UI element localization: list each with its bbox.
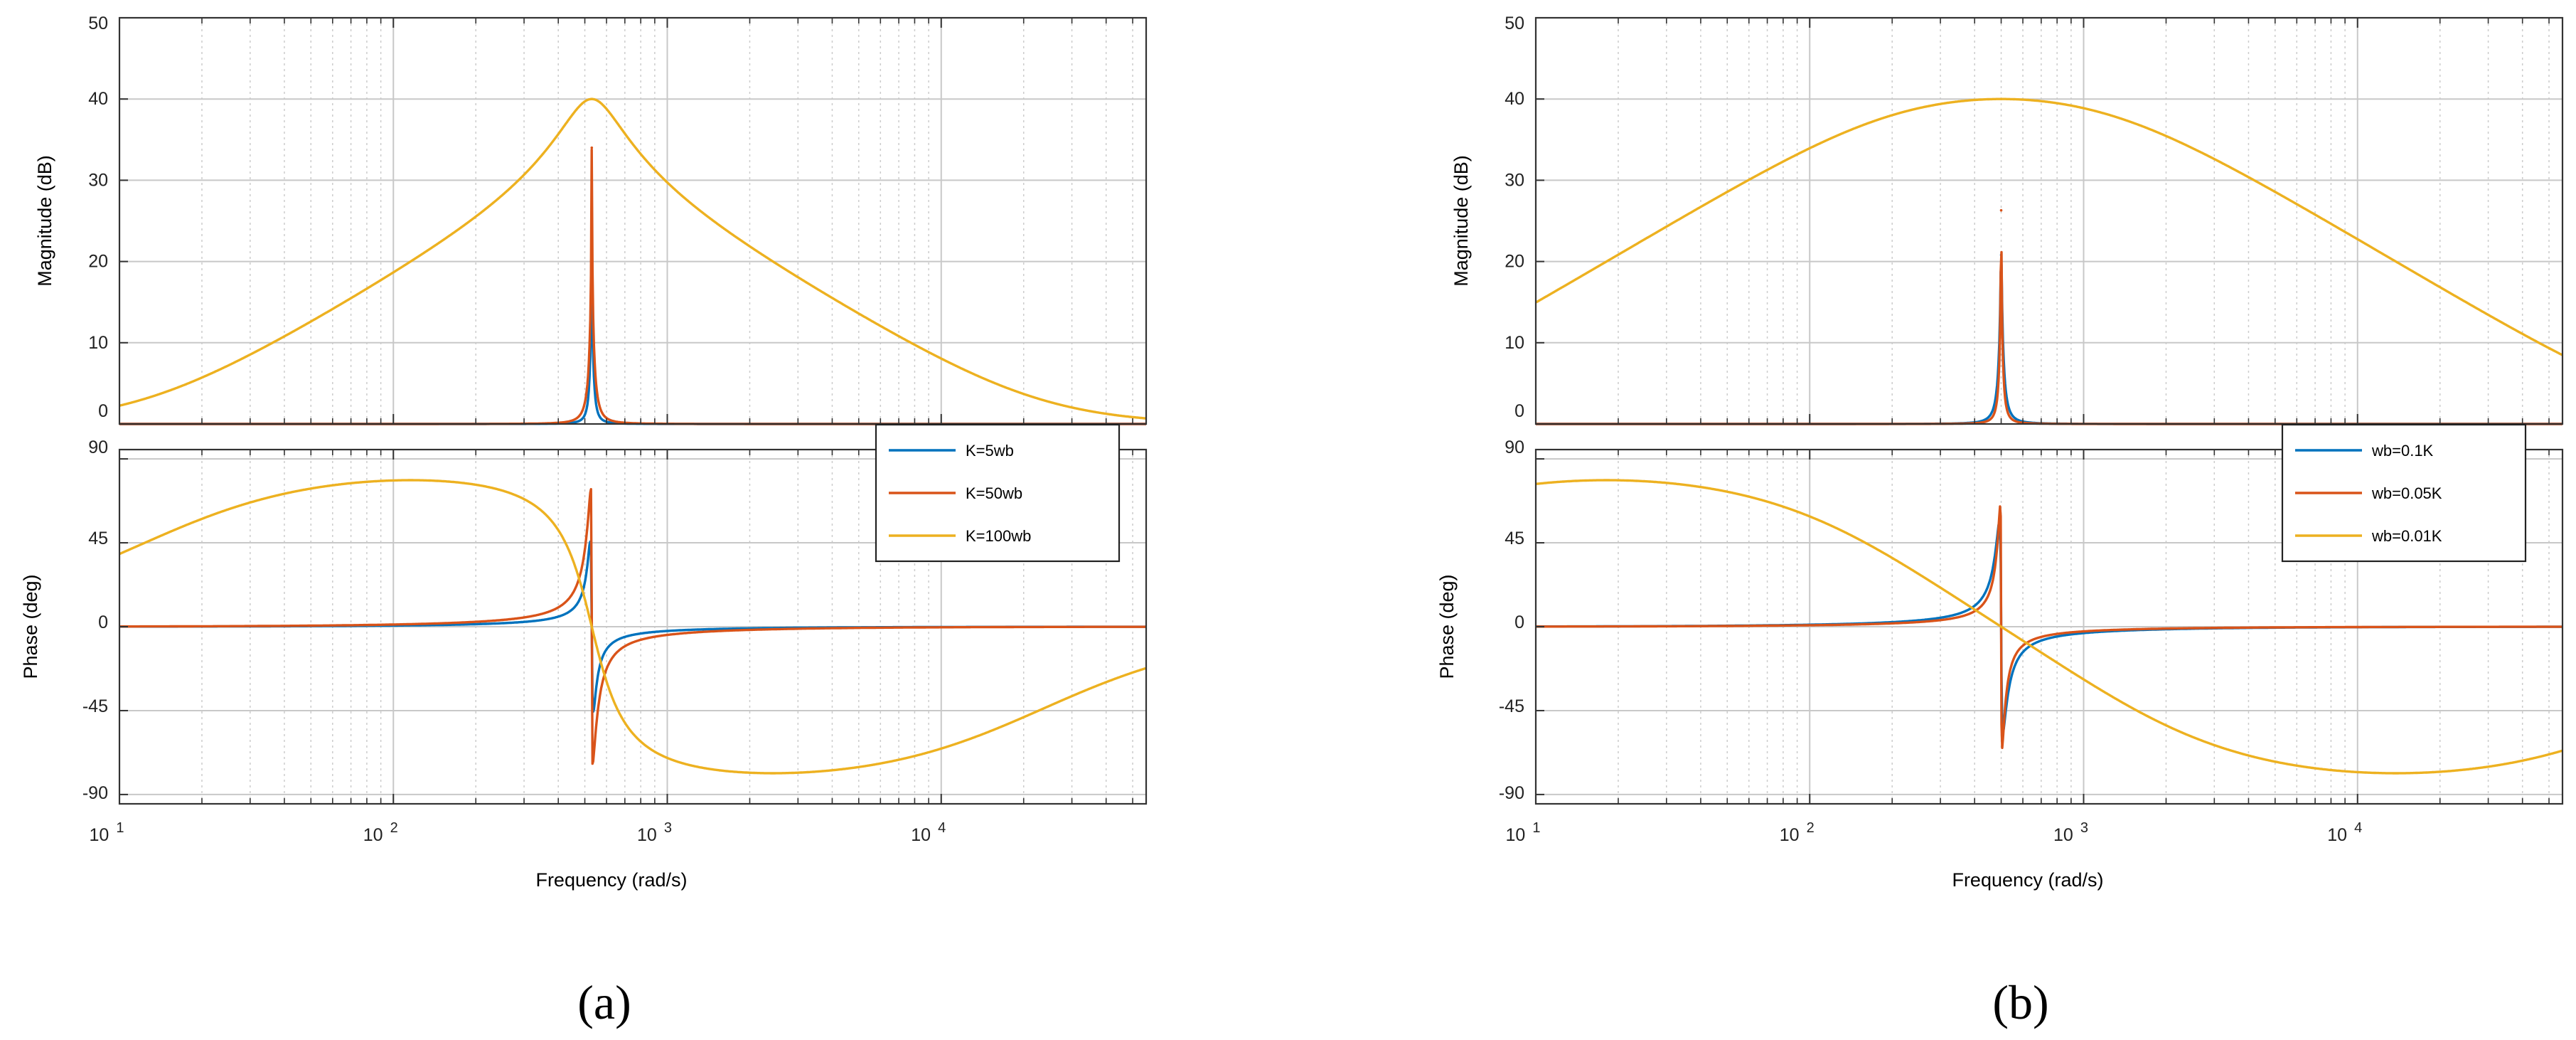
peak-marker-K=50wb (590, 146, 594, 149)
magnitude-y-tick-label: 20 (88, 252, 108, 272)
legend-label: wb=0.1K (2371, 442, 2434, 460)
magnitude-y-tick-label: 40 (88, 89, 108, 109)
legend-label: K=50wb (966, 484, 1022, 502)
panel-a: 0 10 20 30 40 50 90 45 0 -45 -90 Magnitude (dB) Phas… (20, 14, 1148, 1029)
magnitude-frame (118, 16, 1148, 425)
x-tick-label: 10 4 (911, 820, 946, 845)
phase-line-wb=0.01K (1535, 479, 2563, 775)
magnitude-y-axis-label: Magnitude (dB) (34, 155, 55, 287)
magnitude-y-tick-label: 0 (98, 401, 108, 421)
phase-y-axis-label: Phase (deg) (1436, 574, 1458, 679)
phase-y-tick-label: 0 (1514, 612, 1524, 632)
legend: wb=0.1K wb=0.05K wb=0.01K (2281, 423, 2527, 563)
x-tick-label: 10 2 (1780, 820, 1815, 845)
x-tick-label: 10 4 (2327, 820, 2362, 845)
x-tick-label: 10 1 (1506, 820, 1541, 845)
magnitude-axes (1536, 18, 2562, 424)
peak-marker-wb=0.01K (1999, 97, 2003, 100)
peak-marker-K=100wb (590, 97, 594, 100)
phase-y-tick-label: 45 (1505, 529, 1524, 548)
legend-label: K=100wb (966, 527, 1031, 545)
panel-b: 0 10 20 30 40 50 90 45 0 -45 -90 Magnitude (dB) Phas… (1436, 14, 2564, 1029)
phase-y-tick-label: -90 (82, 783, 108, 803)
magnitude-line-K=100wb (119, 97, 1147, 420)
legend: K=5wb K=50wb K=100wb (875, 423, 1121, 563)
magnitude-y-tick-label: 10 (88, 333, 108, 353)
magnitude-frame (1534, 16, 2564, 425)
magnitude-plot-area (119, 18, 1146, 424)
x-tick-label: 10 1 (90, 820, 124, 845)
x-axis-label: Frequency (rad/s) (1952, 869, 2103, 891)
phase-y-tick-label: -90 (1499, 783, 1524, 803)
phase-y-tick-label: -45 (82, 696, 108, 716)
x-tick-label: 10 2 (363, 820, 398, 845)
magnitude-y-tick-label: 30 (1505, 170, 1524, 190)
legend-label: wb=0.01K (2371, 527, 2442, 545)
magnitude-y-tick-label: 50 (1505, 14, 1524, 33)
phase-line-K=50wb (119, 488, 1147, 765)
legend-label: K=5wb (966, 442, 1014, 460)
magnitude-y-tick-label: 10 (1505, 333, 1524, 353)
phase-line-wb=0.05K (1535, 505, 2563, 749)
phase-y-tick-label: 45 (88, 529, 108, 548)
phase-y-tick-label: -45 (1499, 696, 1524, 716)
phase-line-K=100wb (119, 479, 1147, 775)
magnitude-y-tick-label: 40 (1505, 89, 1524, 109)
magnitude-plot-area (1536, 18, 2562, 424)
x-axis-label: Frequency (rad/s) (535, 869, 687, 891)
magnitude-line-wb=0.01K (1535, 97, 2563, 356)
magnitude-y-tick-label: 50 (88, 14, 108, 33)
phase-y-tick-label: 90 (1505, 437, 1524, 457)
peak-marker-wb=0.05K (1999, 208, 2003, 212)
phase-y-axis-label: Phase (deg) (20, 574, 41, 679)
phase-y-tick-label: 90 (88, 437, 108, 457)
magnitude-axes (119, 18, 1146, 424)
x-tick-label: 10 3 (637, 820, 672, 845)
magnitude-y-tick-label: 0 (1514, 401, 1524, 421)
x-tick-label: 10 3 (2053, 820, 2088, 845)
magnitude-y-tick-label: 30 (88, 170, 108, 190)
panel-label: (a) (577, 975, 631, 1029)
panel-label: (b) (1992, 975, 2048, 1029)
magnitude-y-axis-label: Magnitude (dB) (1450, 155, 1472, 287)
magnitude-y-tick-label: 20 (1505, 252, 1524, 272)
legend-label: wb=0.05K (2371, 484, 2442, 502)
phase-y-tick-label: 0 (98, 612, 108, 632)
